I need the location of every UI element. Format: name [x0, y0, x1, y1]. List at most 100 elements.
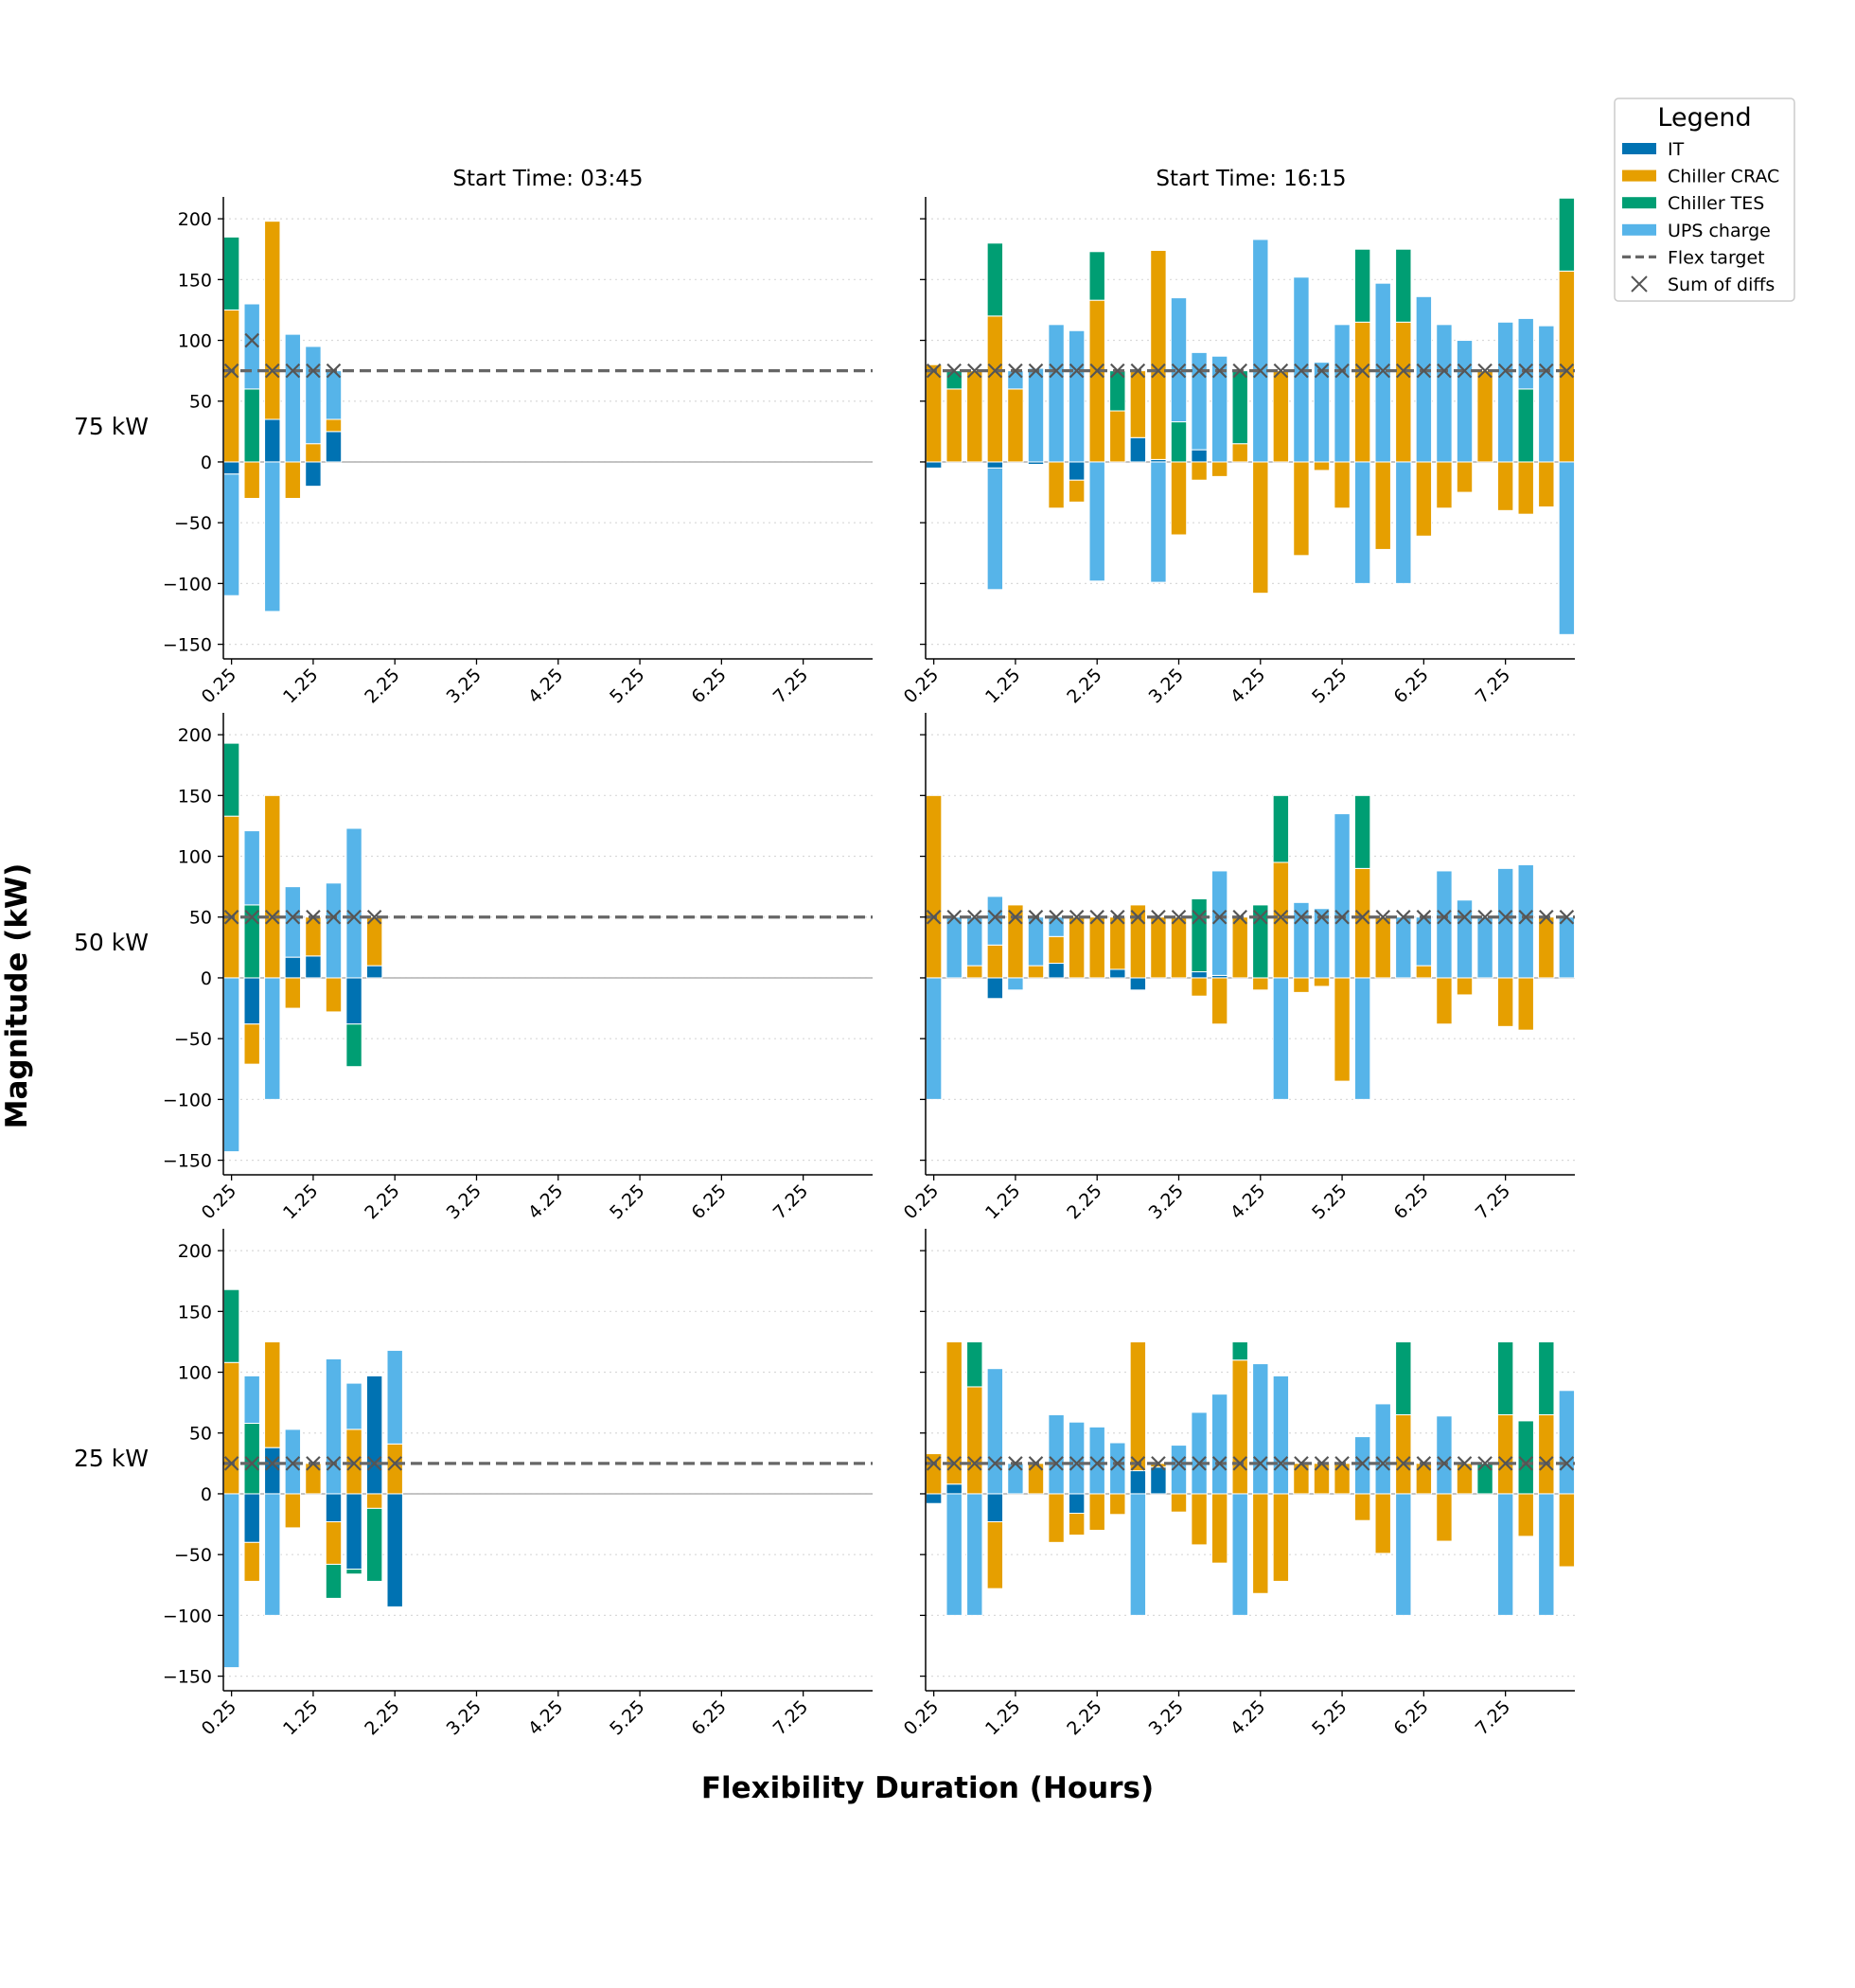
x-tick-label: 6.25 [687, 1696, 730, 1739]
bar-ups-charge-r1-c0-x1.75 [345, 827, 362, 979]
legend-title: Legend [1657, 103, 1751, 133]
bar-chiller-tes-r2-c1-x6 [1395, 1340, 1412, 1415]
sum-marker-r1-c1-x3.75 [1211, 909, 1228, 925]
sum-marker-r1-c0-x1.25 [306, 909, 321, 925]
bar-chiller-crac-r1-c0-x2 [365, 916, 383, 967]
bar-it-r2-c1-x2.75 [1129, 1470, 1147, 1495]
bar-chiller-tes-r2-c0-x1.5 [325, 1563, 343, 1599]
x-tick-label: 7.25 [769, 1696, 812, 1739]
x-tick-label: 0.25 [900, 1696, 943, 1739]
bar-chiller-crac-r1-c1-x4.25 [1252, 977, 1269, 991]
legend-item-chiller-tes-swatch [1622, 197, 1656, 209]
bar-chiller-crac-r2-c1-x3.75 [1210, 1493, 1228, 1564]
bar-ups-charge-r0-c1-x5.25 [1334, 324, 1351, 463]
bar-it-r0-c1-x3.5 [1191, 449, 1208, 463]
bar-chiller-tes-r2-c0-x0.25 [222, 1288, 240, 1363]
bar-it-r0-c1-x1 [986, 461, 1004, 469]
bar-chiller-crac-r0-c1-x1.75 [1048, 461, 1065, 509]
bar-chiller-crac-r0-c0-x1 [284, 461, 302, 499]
bar-ups-charge-r0-c0-x0.5 [243, 303, 260, 390]
x-tick-label: 1.25 [279, 1696, 322, 1739]
legend-item-sum-of-diffs-swatch [1631, 275, 1648, 293]
sum-marker-r2-c1-x0.5 [946, 1456, 962, 1471]
sum-marker-r1-c1-x0.75 [966, 909, 982, 925]
bar-ups-charge-r1-c1-x1.5 [1027, 916, 1045, 967]
panel-r1-c1: 0.25 1.25 2.25 3.25 4.25 5.25 6.25 7.25 [900, 713, 1576, 1223]
sum-marker-r1-c1-x0.5 [946, 909, 962, 925]
sum-marker-r2-c1-x0.25 [926, 1456, 942, 1471]
sum-marker-r2-c0-x1 [285, 1456, 301, 1471]
x-tick-label: 0.25 [198, 1180, 240, 1223]
sum-marker-r0-c1-x0.75 [966, 363, 982, 379]
sum-marker-r2-c1-x1.75 [1049, 1456, 1064, 1471]
bar-chiller-tes-r0-c0-x0.25 [222, 236, 240, 311]
sum-marker-r2-c1-x4.5 [1273, 1456, 1289, 1471]
sum-marker-r1-c1-x1.25 [1008, 909, 1023, 925]
y-tick-label: −150 [163, 635, 212, 656]
x-tick-label: 0.25 [198, 1696, 240, 1739]
y-tick-label: 0 [201, 453, 212, 473]
bar-chiller-crac-r0-c1-x6.25 [1415, 461, 1433, 537]
sum-marker-r2-c1-x5.75 [1375, 1456, 1390, 1471]
bar-ups-charge-r2-c1-x1 [986, 1368, 1004, 1495]
bar-ups-charge-r1-c1-x0.25 [925, 977, 943, 1100]
y-tick-label: 0 [201, 968, 212, 989]
bar-chiller-crac-r0-c1-x6.5 [1436, 461, 1453, 509]
bar-chiller-crac-r2-c1-x7.5 [1517, 1493, 1534, 1537]
sum-marker-r2-c1-x4 [1232, 1456, 1247, 1471]
sum-marker-r0-c1-x0.25 [926, 363, 942, 379]
sum-marker-r2-c1-x6.25 [1416, 1456, 1432, 1471]
bar-it-r1-c1-x2.5 [1109, 968, 1126, 979]
x-tick-label: 3.25 [443, 1696, 486, 1739]
bar-ups-charge-r0-c1-x2 [1068, 329, 1086, 463]
bar-ups-charge-r1-c1-x1.25 [1007, 977, 1024, 991]
panels-area: −150 −100 −50 0 50 100 150 200 0.25 1.25 2.25 3.25 4… [163, 197, 1576, 1739]
bar-it-r1-c1-x1 [986, 977, 1004, 1000]
sum-marker-r1-c0-x1.75 [346, 909, 362, 925]
bar-ups-charge-r1-c1-x7.25 [1496, 867, 1514, 979]
sum-marker-r0-c1-x1.5 [1028, 363, 1044, 379]
sum-marker-r0-c0-x0.5 [244, 332, 259, 348]
x-tick-label: 5.25 [606, 665, 648, 707]
sum-marker-r1-c1-x6.25 [1416, 909, 1432, 925]
bar-it-r0-c0-x0.75 [264, 418, 281, 463]
bar-chiller-crac-r2-c1-x2.75 [1129, 1340, 1147, 1472]
bar-ups-charge-r0-c1-x6.75 [1456, 340, 1474, 463]
legend-item-ups-charge: UPS charge [1622, 221, 1771, 241]
sum-marker-r1-c0-x0.75 [264, 909, 280, 925]
sum-marker-r2-c1-x7 [1477, 1456, 1493, 1471]
bar-chiller-crac-r2-c1-x7.25 [1496, 1413, 1514, 1495]
sum-marker-r1-c1-x4.25 [1253, 909, 1268, 925]
sum-marker-r0-c1-x2.75 [1130, 363, 1146, 379]
sum-marker-r2-c1-x6.75 [1457, 1456, 1473, 1471]
sum-marker-r1-c1-x7.25 [1497, 909, 1513, 925]
bar-chiller-crac-r2-c1-x0.75 [966, 1386, 983, 1495]
sum-marker-r2-c1-x4.75 [1294, 1456, 1309, 1471]
sum-marker-r1-c1-x1 [987, 909, 1003, 925]
bar-it-r0-c1-x2.75 [1129, 436, 1147, 463]
bar-it-r0-c0-x0.25 [222, 461, 240, 475]
sum-marker-r1-c0-x2 [366, 909, 382, 925]
bar-it-r1-c1-x3.5 [1191, 971, 1208, 979]
sum-marker-r0-c1-x2.25 [1089, 363, 1104, 379]
x-tick-label: 5.25 [606, 1180, 648, 1223]
x-tick-label: 2.25 [361, 1180, 403, 1223]
sum-marker-r0-c0-x0.75 [264, 363, 280, 379]
bar-chiller-crac-r0-c1-x2.25 [1088, 299, 1105, 463]
sum-marker-r0-c1-x5 [1314, 363, 1330, 379]
bar-ups-charge-r1-c1-x5.5 [1353, 977, 1371, 1100]
sum-marker-r1-c1-x1.75 [1049, 909, 1064, 925]
bar-ups-charge-r0-c0-x0.25 [222, 473, 240, 596]
sum-marker-r0-c1-x2 [1069, 363, 1085, 379]
sum-marker-r1-c1-x5.25 [1334, 909, 1350, 925]
bar-chiller-crac-r2-c0-x1.5 [325, 1520, 343, 1565]
sum-marker-r1-c0-x0.25 [223, 909, 239, 925]
bar-chiller-tes-r2-c1-x7.75 [1538, 1340, 1555, 1415]
y-tick-label: 100 [178, 331, 212, 352]
sum-marker-r2-c0-x1.25 [306, 1456, 321, 1471]
bar-ups-charge-r1-c1-x0.75 [966, 916, 983, 967]
sum-marker-r2-c1-x2 [1069, 1456, 1085, 1471]
sum-marker-r1-c1-x5 [1314, 909, 1330, 925]
bar-chiller-crac-r0-c1-x4.5 [1272, 370, 1290, 463]
bar-chiller-crac-r0-c1-x6 [1395, 321, 1412, 463]
